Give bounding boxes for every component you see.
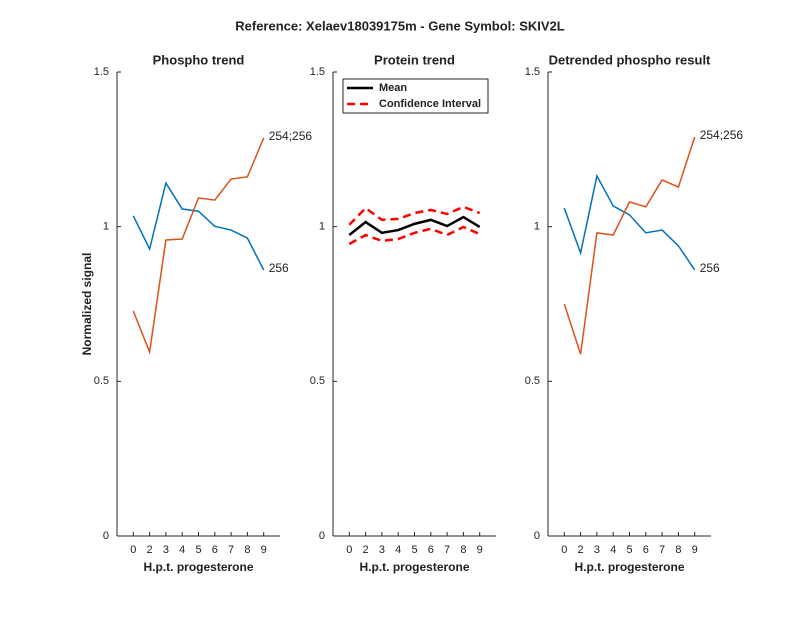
- y-tick-label: 0: [103, 530, 109, 542]
- subplot-title: Detrended phospho result: [549, 52, 711, 67]
- x-tick-label: 2: [578, 544, 584, 556]
- x-tick-label: 9: [477, 544, 483, 556]
- series-line: [348, 205, 481, 226]
- x-tick-label: 9: [692, 544, 698, 556]
- subplot-title: Phospho trend: [153, 52, 245, 67]
- series-line: [132, 181, 265, 271]
- y-tick-label: 0: [319, 530, 325, 542]
- y-tick-label: 1.5: [525, 66, 540, 78]
- y-tick-label: 0.5: [94, 375, 109, 387]
- x-tick-label: 4: [395, 544, 401, 556]
- y-tick-label: 0: [534, 530, 540, 542]
- y-tick-label: 1: [103, 221, 109, 233]
- legend-box: [342, 78, 489, 114]
- x-tick-label: 5: [411, 544, 417, 556]
- x-tick-label: 0: [346, 544, 352, 556]
- subplot-title: Protein trend: [374, 52, 455, 67]
- line-end-label: 254;256: [269, 129, 313, 143]
- x-tick-label: 4: [179, 544, 185, 556]
- x-axis-label: H.p.t. progesterone: [359, 560, 469, 574]
- x-tick-label: 4: [610, 544, 616, 556]
- x-tick-label: 9: [261, 544, 267, 556]
- x-tick-label: 3: [163, 544, 169, 556]
- x-tick-label: 2: [363, 544, 369, 556]
- y-tick-label: 1: [319, 221, 325, 233]
- y-tick-label: 0.5: [310, 375, 325, 387]
- series-line: [348, 215, 481, 236]
- x-axis-label: H.p.t. progesterone: [574, 560, 684, 574]
- x-axis-label: H.p.t. progesterone: [143, 560, 253, 574]
- x-tick-label: 8: [244, 544, 250, 556]
- legend-label: Mean: [379, 82, 407, 94]
- x-tick-label: 3: [379, 544, 385, 556]
- x-tick-label: 2: [147, 544, 153, 556]
- y-axis-label: Normalized signal: [80, 253, 94, 356]
- x-tick-label: 6: [212, 544, 218, 556]
- figure-title: Reference: Xelaev18039175m - Gene Symbol…: [235, 18, 565, 33]
- y-tick-label: 0.5: [525, 375, 540, 387]
- x-tick-label: 6: [428, 544, 434, 556]
- legend-label: Confidence Interval: [379, 98, 481, 110]
- x-tick-label: 0: [561, 544, 567, 556]
- x-tick-label: 5: [195, 544, 201, 556]
- y-tick-label: 1: [534, 221, 540, 233]
- x-tick-label: 7: [444, 544, 450, 556]
- x-tick-label: 7: [228, 544, 234, 556]
- series-line: [132, 137, 265, 355]
- y-tick-label: 1.5: [310, 66, 325, 78]
- line-end-label: 254;256: [700, 128, 744, 142]
- x-tick-label: 6: [643, 544, 649, 556]
- series-line: [563, 136, 696, 355]
- line-end-label: 256: [269, 261, 289, 275]
- series-line: [563, 173, 696, 271]
- line-end-label: 256: [700, 261, 720, 275]
- series-line: [348, 225, 481, 246]
- x-tick-label: 3: [594, 544, 600, 556]
- x-tick-label: 0: [130, 544, 136, 556]
- x-tick-label: 8: [675, 544, 681, 556]
- x-tick-label: 5: [626, 544, 632, 556]
- y-tick-label: 1.5: [94, 66, 109, 78]
- x-tick-label: 8: [460, 544, 466, 556]
- x-tick-label: 7: [659, 544, 665, 556]
